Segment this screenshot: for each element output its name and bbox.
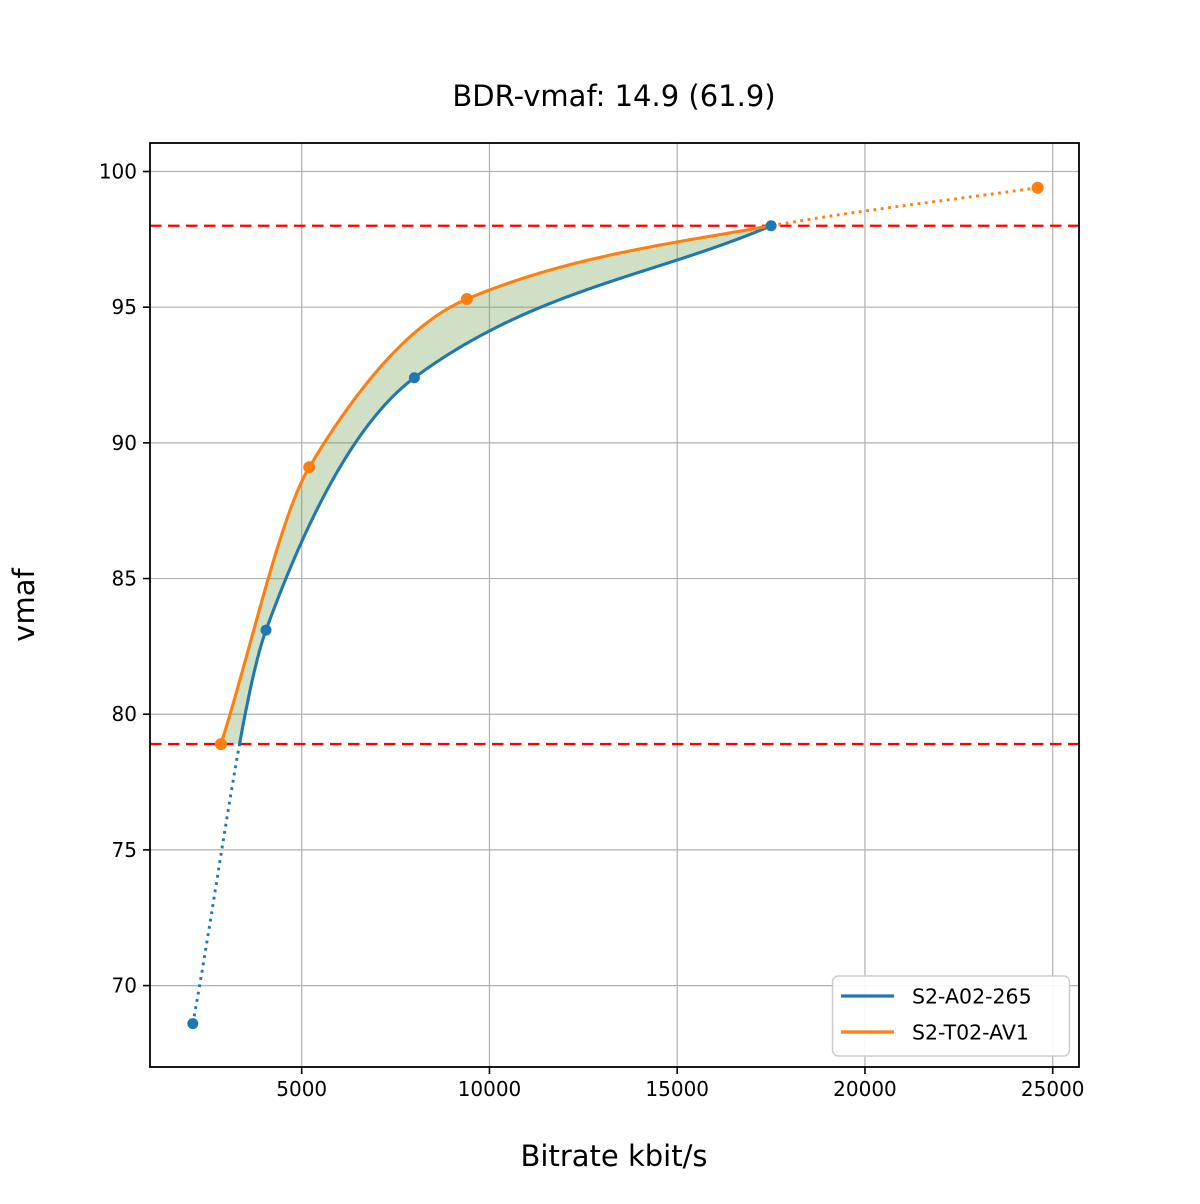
y-tick-labels: 70 75 80 85 90 95 100 — [99, 159, 137, 997]
series-curves — [191, 186, 1038, 1024]
y-tick-label: 100 — [99, 159, 137, 183]
integration-bound-lines — [150, 224, 1079, 746]
bd-area-polygon — [220, 225, 772, 745]
gridlines — [150, 143, 1079, 1067]
blue-data-point — [408, 372, 420, 384]
y-tick-label: 80 — [112, 702, 137, 726]
orange-data-point — [303, 461, 316, 474]
y-tick-label: 95 — [112, 295, 137, 319]
x-tick-label: 5000 — [276, 1077, 327, 1101]
orange-solid-curve — [219, 224, 772, 745]
legend: S2-A02-265 S2-T02-AV1 — [831, 975, 1071, 1057]
y-tick-label: 75 — [112, 838, 137, 862]
y-tick-label: 90 — [112, 431, 137, 455]
x-tick-labels: 5000 10000 15000 20000 25000 — [276, 1077, 1084, 1101]
x-tick-label: 25000 — [1021, 1077, 1085, 1101]
x-tick-label: 20000 — [833, 1077, 897, 1101]
bd-area-fill — [220, 225, 772, 745]
x-tick-label: 10000 — [458, 1077, 522, 1101]
data-point-markers — [187, 181, 1044, 1030]
legend-item-label: S2-A02-265 — [912, 985, 1032, 1009]
legend-item-label: S2-T02-AV1 — [912, 1021, 1029, 1045]
y-axis-label: vmaf — [7, 568, 41, 642]
orange-data-point — [1031, 181, 1044, 194]
orange-data-point — [214, 738, 227, 751]
chart-title: BDR-vmaf: 14.9 (61.9) — [452, 79, 775, 113]
axis-ticks — [143, 170, 1054, 1074]
y-tick-label: 70 — [112, 974, 137, 998]
x-tick-label: 15000 — [645, 1077, 709, 1101]
blue-data-point — [765, 220, 777, 232]
blue-dotted-extension — [191, 743, 241, 1024]
plot-border — [149, 142, 1080, 1068]
blue-solid-curve — [238, 224, 772, 745]
orange-data-point — [460, 293, 473, 306]
orange-dotted-extension — [770, 186, 1038, 228]
blue-data-point — [260, 624, 272, 636]
x-axis-label: Bitrate kbit/s — [521, 1139, 708, 1173]
blue-data-point — [187, 1018, 199, 1030]
y-tick-label: 85 — [112, 567, 137, 591]
